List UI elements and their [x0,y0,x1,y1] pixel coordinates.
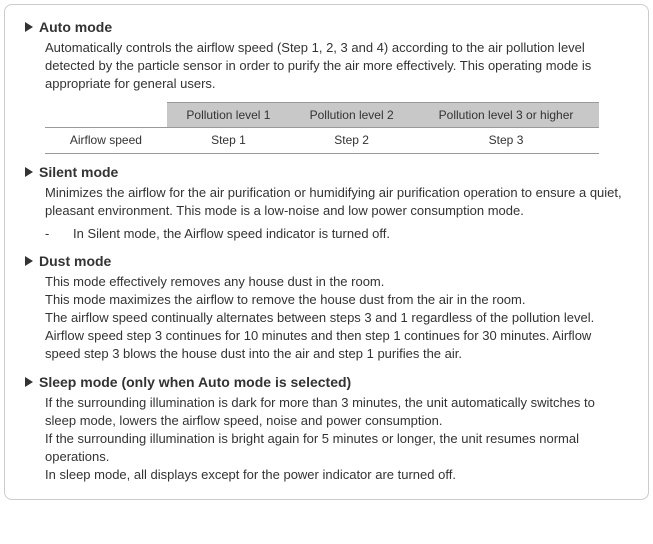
dust-mode-l2: This mode maximizes the airflow to remov… [45,291,628,309]
silent-mode-note: In Silent mode, the Airflow speed indica… [73,225,390,243]
dust-mode-body: This mode effectively removes any house … [45,273,628,364]
auto-mode-section: Auto mode Automatically controls the air… [25,19,628,154]
sleep-mode-l3: In sleep mode, all displays except for t… [45,466,628,484]
table-header-empty [45,102,167,128]
triangle-icon [25,167,33,177]
silent-mode-heading: Silent mode [25,164,628,180]
sleep-mode-body: If the surrounding illumination is dark … [45,394,628,485]
airflow-table: Pollution level 1 Pollution level 2 Poll… [45,102,599,155]
row-val-2: Step 2 [290,128,413,154]
triangle-icon [25,256,33,266]
table-header-2: Pollution level 2 [290,102,413,128]
triangle-icon [25,377,33,387]
silent-mode-body: Minimizes the airflow for the air purifi… [45,184,628,243]
silent-mode-section: Silent mode Minimizes the airflow for th… [25,164,628,243]
table-row: Airflow speed Step 1 Step 2 Step 3 [45,128,599,154]
dust-mode-section: Dust mode This mode effectively removes … [25,253,628,364]
row-val-3: Step 3 [413,128,599,154]
table-header-1: Pollution level 1 [167,102,290,128]
sleep-mode-l2: If the surrounding illumination is brigh… [45,430,628,466]
dash-icon: - [45,225,73,243]
triangle-icon [25,22,33,32]
sleep-mode-heading: Sleep mode (only when Auto mode is selec… [25,374,628,390]
table-header-3: Pollution level 3 or higher [413,102,599,128]
modes-panel: Auto mode Automatically controls the air… [4,4,649,500]
auto-mode-desc: Automatically controls the airflow speed… [45,39,628,94]
dust-mode-title: Dust mode [39,253,111,269]
auto-mode-body: Automatically controls the airflow speed… [45,39,628,154]
sleep-mode-title: Sleep mode (only when Auto mode is selec… [39,374,351,390]
sleep-mode-l1: If the surrounding illumination is dark … [45,394,628,430]
dust-mode-l3: The airflow speed continually alternates… [45,309,628,364]
silent-mode-desc: Minimizes the airflow for the air purifi… [45,184,628,220]
table-header-row: Pollution level 1 Pollution level 2 Poll… [45,102,599,128]
silent-mode-note-row: - In Silent mode, the Airflow speed indi… [45,225,628,243]
auto-mode-title: Auto mode [39,19,112,35]
row-val-1: Step 1 [167,128,290,154]
auto-mode-heading: Auto mode [25,19,628,35]
sleep-mode-section: Sleep mode (only when Auto mode is selec… [25,374,628,485]
silent-mode-title: Silent mode [39,164,118,180]
row-label: Airflow speed [45,128,167,154]
dust-mode-l1: This mode effectively removes any house … [45,273,628,291]
dust-mode-heading: Dust mode [25,253,628,269]
